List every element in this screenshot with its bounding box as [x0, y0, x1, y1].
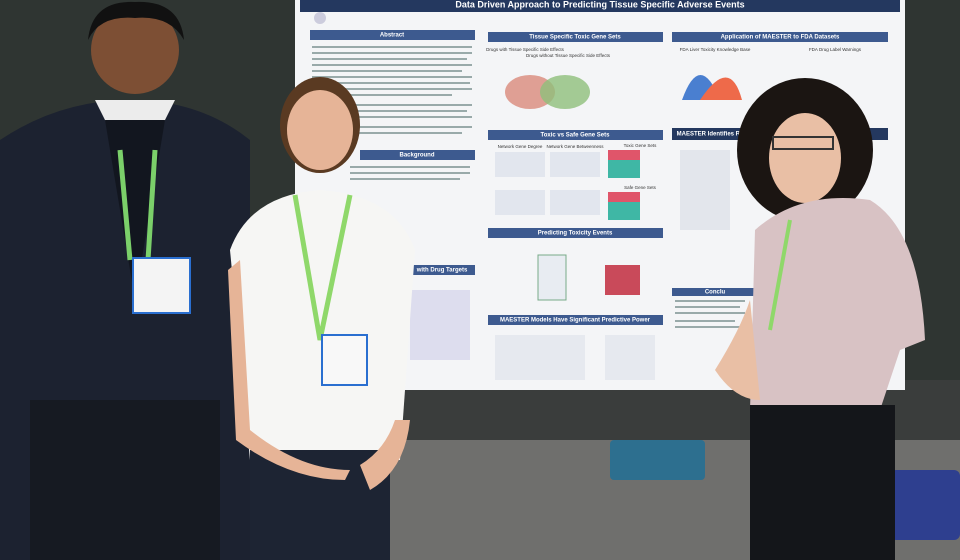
section-header [488, 228, 663, 238]
figure [700, 77, 742, 100]
figure [608, 150, 640, 160]
figure [495, 335, 585, 380]
figure-label: FDA Drug Label Warnings [809, 47, 862, 52]
text-lines [675, 300, 745, 328]
figure [608, 192, 640, 202]
section-title: Background [399, 153, 434, 159]
section-title: MAESTER Models Have Significant Predicti… [500, 318, 651, 324]
venn-circle [505, 75, 555, 109]
section-title: Predicting Toxicity Events [538, 231, 613, 237]
figure-label: FDA Liver Toxicity Knowledge Base [680, 47, 751, 52]
figure [537, 254, 567, 301]
figure [680, 150, 730, 230]
section-header [488, 32, 663, 42]
section-header [488, 315, 663, 325]
section-title: MAESTER Identifies Re [677, 132, 744, 138]
figure-label: Network Gene Degree [498, 144, 543, 149]
figure [605, 265, 640, 295]
poster-title: Data Driven Approach to Predicting Tissu… [455, 0, 744, 9]
section-title: Application of MAESTER to FDA Datasets [721, 35, 840, 41]
figure-label: Toxic Gene Sets [624, 143, 658, 148]
figure-label: Safe Gene Sets [624, 185, 657, 190]
section-title: Toxic vs Safe Gene Sets [541, 133, 611, 139]
figure [550, 190, 600, 215]
logo [314, 12, 326, 24]
section-header [360, 150, 475, 160]
figure-label: Drugs without Tissue Specific Side Effec… [526, 53, 611, 58]
text-lines [312, 46, 472, 360]
bag [890, 470, 960, 540]
person [0, 1, 250, 560]
venn-circle [540, 75, 590, 109]
person [228, 77, 415, 560]
figure [495, 190, 545, 215]
figure-label: Network Gene Betweenness [546, 144, 604, 149]
chair [610, 440, 705, 480]
person [715, 78, 925, 560]
figure-label: Drugs with Tissue Specific Side Effects [486, 47, 564, 52]
section-title: with Drug Targets [416, 268, 468, 274]
section-title: Tissue Specific Toxic Gene Sets [529, 35, 621, 41]
section-title: Conclu [705, 290, 726, 296]
section-title: Abstract [380, 33, 404, 39]
section-header [488, 130, 663, 140]
figure [550, 152, 600, 177]
poster-header [300, 0, 900, 12]
figure [495, 152, 545, 177]
section-header [410, 265, 475, 275]
section-header [310, 30, 475, 40]
figure [605, 335, 655, 380]
section-header [672, 32, 888, 42]
